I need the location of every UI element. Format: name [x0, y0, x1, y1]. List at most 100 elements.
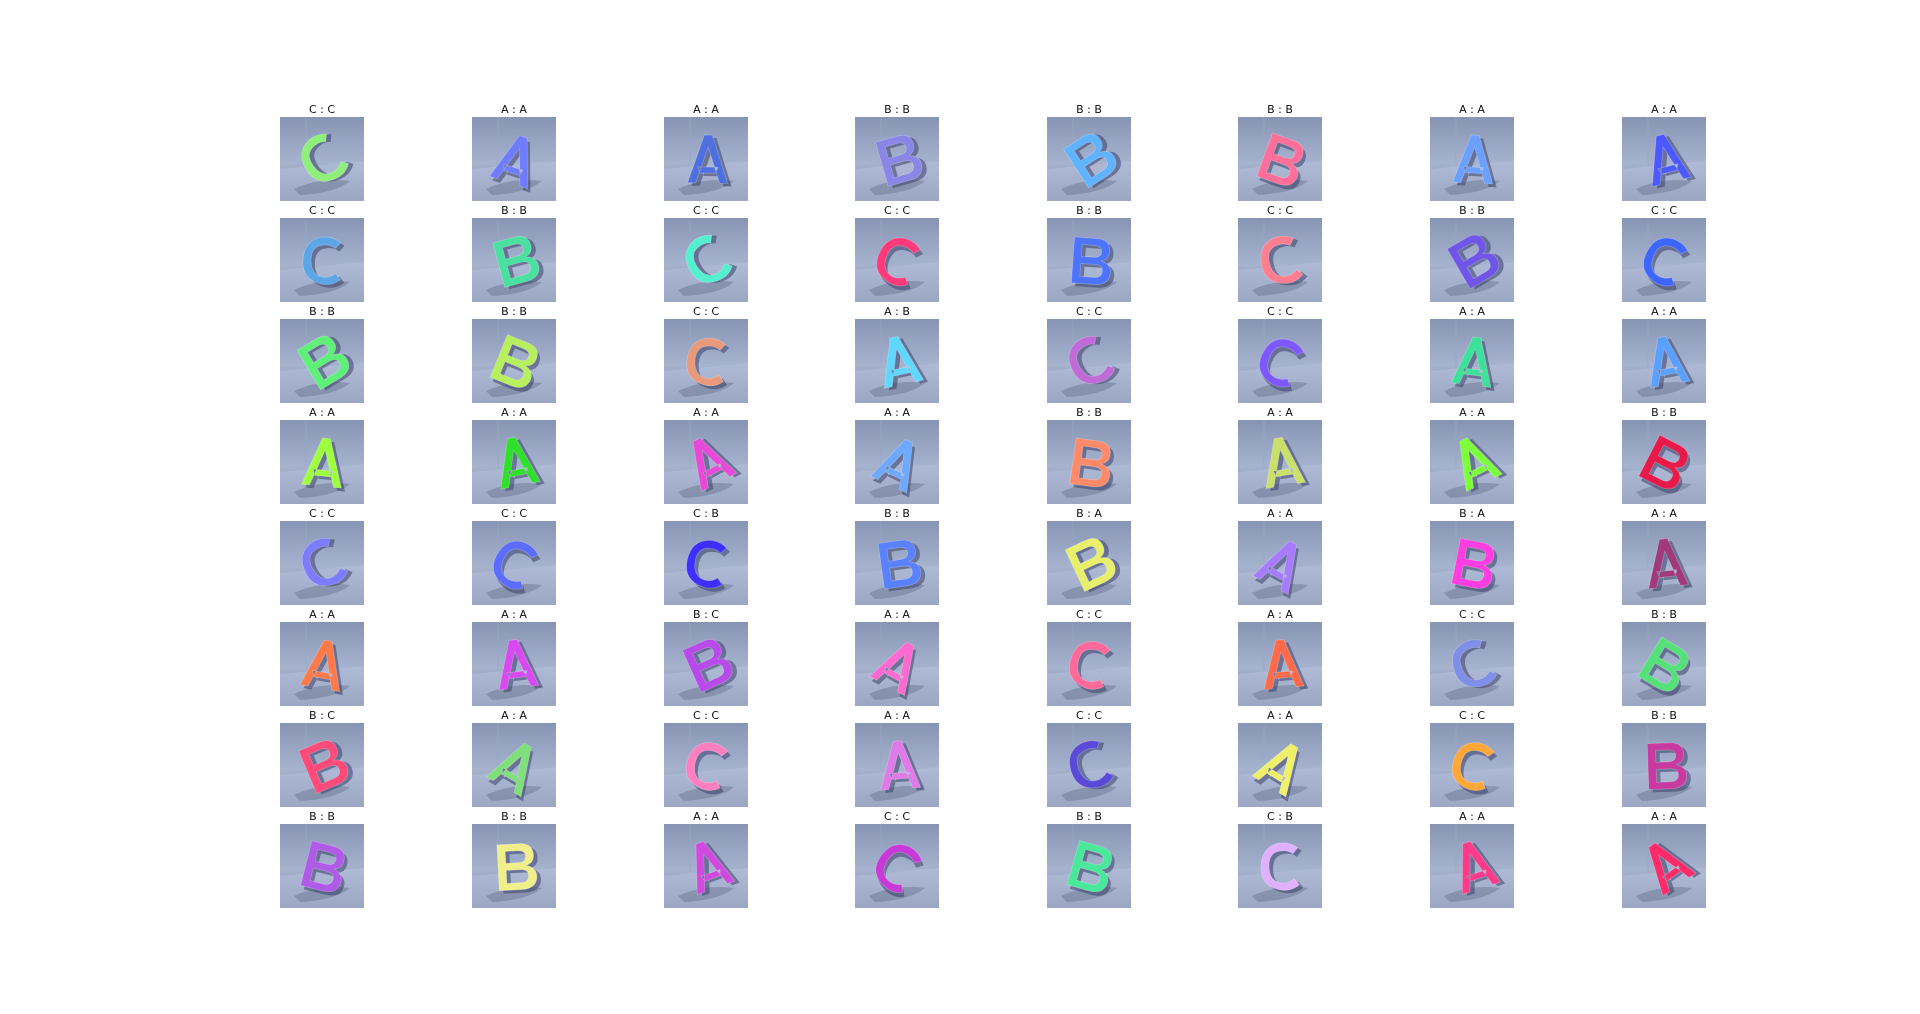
cell-title: A : A: [1459, 810, 1485, 823]
cell-title: A : A: [501, 103, 527, 116]
letter-render-image: [472, 319, 556, 403]
cell-title: B : A: [1076, 507, 1102, 520]
letter-render-image: [664, 622, 748, 706]
cell-title: B : B: [1459, 204, 1485, 217]
cell-title: B : B: [884, 507, 910, 520]
letter-render-image: [1047, 117, 1131, 201]
cell-title: B : B: [1651, 406, 1677, 419]
letter-render-image: [280, 521, 364, 605]
letter-render-image: [664, 420, 748, 504]
cell-title: C : B: [1267, 810, 1293, 823]
letter-render-image: [1622, 723, 1706, 807]
letter-render-image: [1430, 117, 1514, 201]
letter-render-image: [1238, 824, 1322, 908]
cell-title: A : A: [501, 709, 527, 722]
cell-title: A : A: [1651, 103, 1677, 116]
letter-render-image: [1622, 420, 1706, 504]
letter-render-image: [1047, 622, 1131, 706]
letter-render-image: [855, 319, 939, 403]
letter-render-image: [1622, 319, 1706, 403]
letter-render-image: [1622, 824, 1706, 908]
letter-render-image: [1430, 824, 1514, 908]
cell-title: C : C: [1458, 608, 1486, 621]
letter-render-image: [472, 521, 556, 605]
letter-render-image: [1622, 218, 1706, 302]
cell-title: A : A: [1459, 406, 1485, 419]
letter-render-image: [280, 218, 364, 302]
letter-render-image: [1047, 319, 1131, 403]
cell-title: C : C: [308, 507, 336, 520]
letter-render-image: [855, 420, 939, 504]
cell-title: A : A: [884, 608, 910, 621]
cell-title: A : A: [1651, 305, 1677, 318]
letter-render-image: [1238, 420, 1322, 504]
letter-render-image: [1430, 319, 1514, 403]
cell-title: C : B: [693, 507, 719, 520]
cell-title: B : B: [501, 204, 527, 217]
letter-render-image: [855, 622, 939, 706]
cell-title: B : A: [1459, 507, 1485, 520]
cell-title: C : C: [1266, 204, 1294, 217]
cell-title: B : B: [884, 103, 910, 116]
letter-render-image: [855, 218, 939, 302]
cell-title: A : A: [309, 608, 335, 621]
letter-render-image: [855, 824, 939, 908]
letter-render-image: [1622, 622, 1706, 706]
cell-title: C : C: [1458, 709, 1486, 722]
cell-title: B : B: [501, 810, 527, 823]
letter-render-image: [855, 117, 939, 201]
letter-render-image: [280, 824, 364, 908]
letter-render-image: [1430, 622, 1514, 706]
cell-title: C : C: [1075, 305, 1103, 318]
cell-title: A : A: [693, 810, 719, 823]
cell-title: A : A: [309, 406, 335, 419]
cell-title: B : C: [309, 709, 335, 722]
letter-render-image: [280, 723, 364, 807]
cell-title: A : A: [1651, 507, 1677, 520]
cell-title: A : A: [1459, 305, 1485, 318]
letter-render-image: [472, 420, 556, 504]
letter-render-image: [280, 117, 364, 201]
letter-render-image: [1238, 521, 1322, 605]
cell-title: A : A: [1267, 507, 1293, 520]
letter-render-image: [472, 622, 556, 706]
cell-title: C : C: [1266, 305, 1294, 318]
cell-title: C : C: [692, 709, 720, 722]
cell-title: B : B: [1076, 204, 1102, 217]
cell-title: C : C: [500, 507, 528, 520]
cell-title: A : A: [1267, 406, 1293, 419]
cell-title: A : A: [884, 709, 910, 722]
letter-render-image: [280, 420, 364, 504]
cell-title: B : B: [309, 305, 335, 318]
letter-render-image: [1430, 420, 1514, 504]
cell-title: C : C: [883, 204, 911, 217]
cell-title: A : A: [1459, 103, 1485, 116]
letter-render-image: [1622, 521, 1706, 605]
letter-render-image: [1238, 622, 1322, 706]
letter-render-image: [1047, 723, 1131, 807]
cell-title: A : A: [501, 608, 527, 621]
cell-title: A : A: [1651, 810, 1677, 823]
cell-title: B : B: [1076, 810, 1102, 823]
cell-title: C : C: [692, 204, 720, 217]
letter-render-image: [1238, 723, 1322, 807]
letter-render-image: [664, 319, 748, 403]
cell-title: B : B: [1076, 103, 1102, 116]
letter-render-image: [472, 218, 556, 302]
letter-render-image: [1047, 218, 1131, 302]
letter-render-image: [472, 824, 556, 908]
cell-title: A : A: [501, 406, 527, 419]
cell-title: A : A: [693, 103, 719, 116]
letter-render-image: [1430, 723, 1514, 807]
letter-render-image: [664, 117, 748, 201]
letter-render-image: [664, 218, 748, 302]
cell-title: B : B: [1076, 406, 1102, 419]
cell-title: B : B: [501, 305, 527, 318]
cell-title: B : C: [693, 608, 719, 621]
letter-render-image: [1430, 218, 1514, 302]
cell-title: C : C: [308, 204, 336, 217]
letter-render-image: [472, 117, 556, 201]
cell-title: A : A: [1267, 608, 1293, 621]
cell-title: B : B: [1267, 103, 1293, 116]
